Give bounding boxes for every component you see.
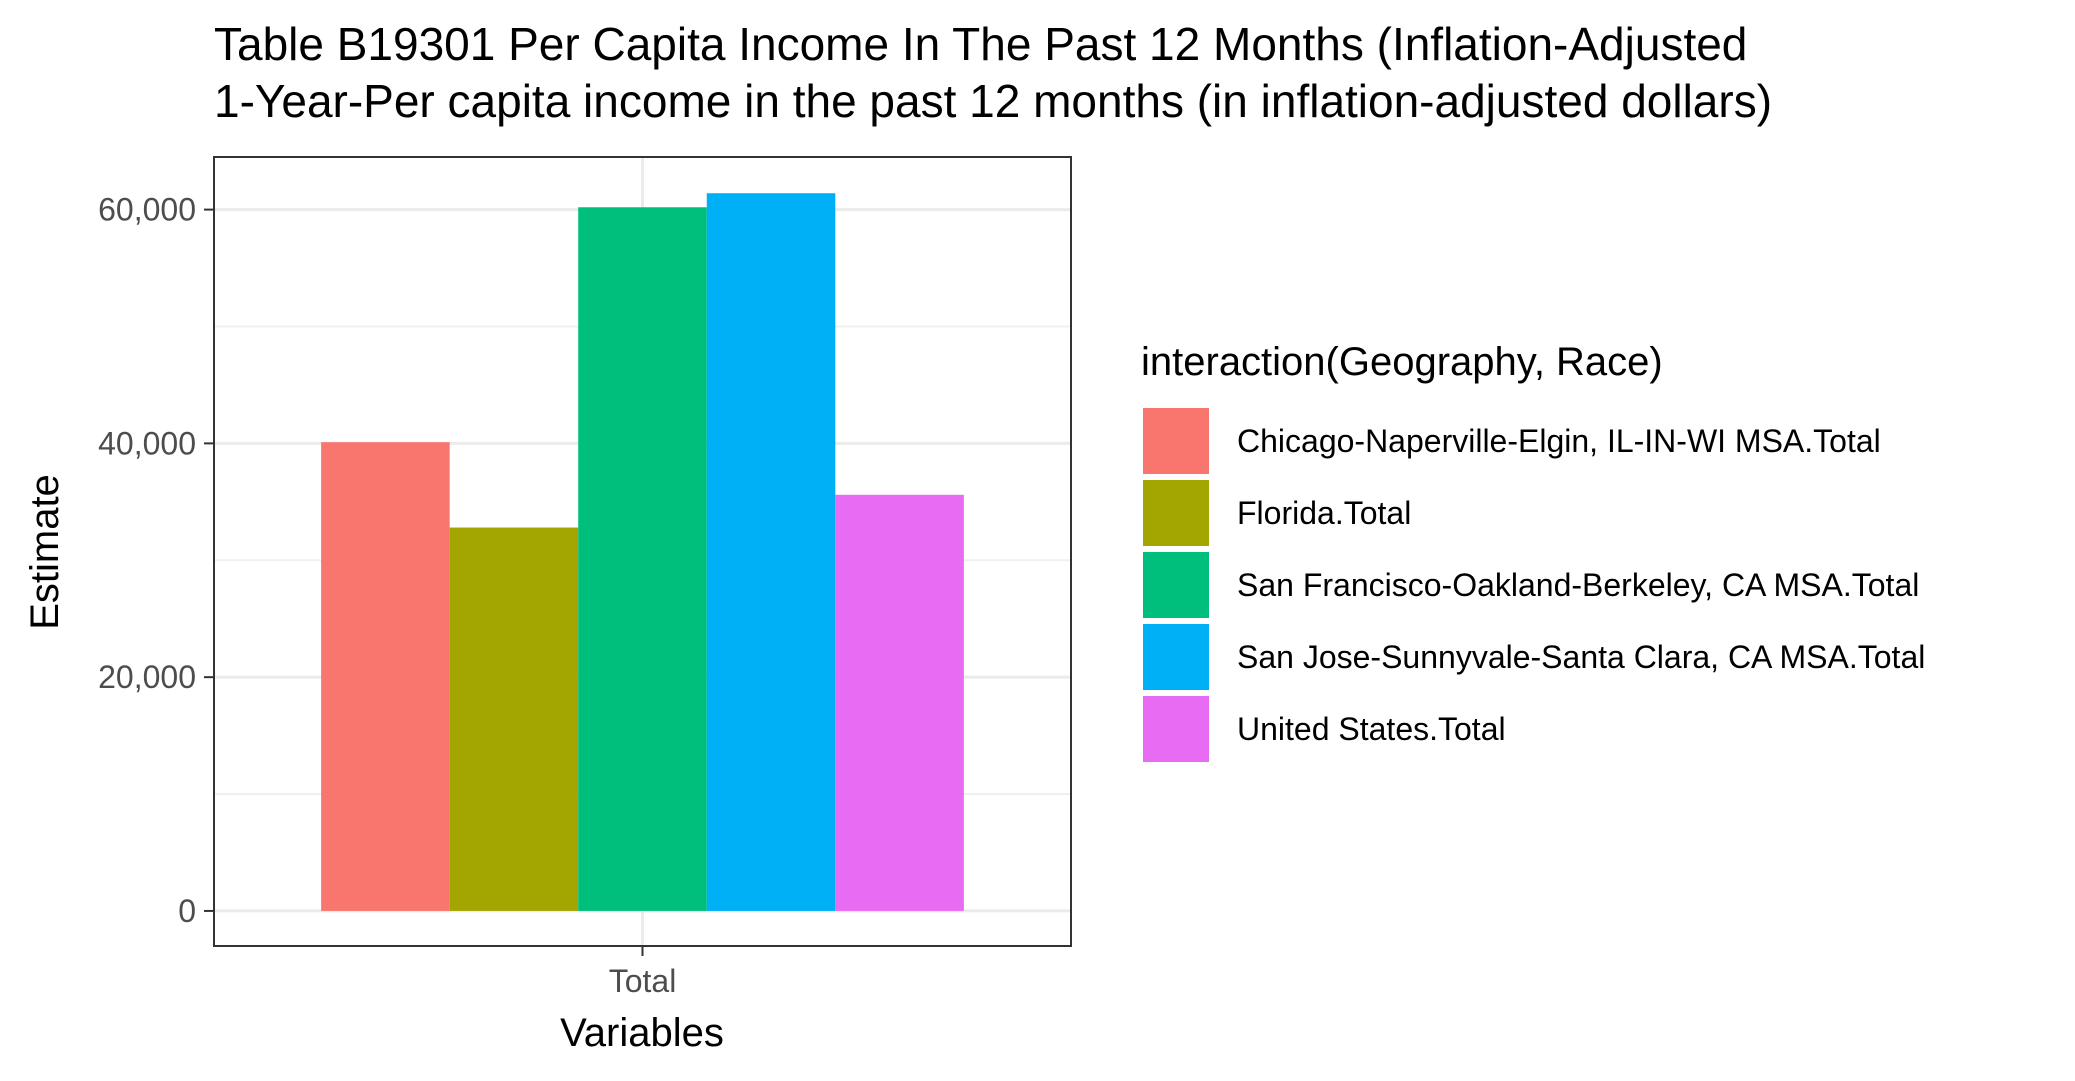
y-tick-label: 60,000 — [98, 192, 196, 228]
legend: interaction(Geography, Race) Chicago-Nap… — [1141, 340, 1925, 762]
chart-title-line-2: 1-Year-Per capita income in the past 12 … — [214, 75, 1772, 127]
legend-title: interaction(Geography, Race) — [1141, 340, 1663, 384]
axes: Total 0 20,000 40,000 60,000 — [98, 192, 676, 999]
y-tick-label: 0 — [178, 893, 196, 929]
bar-group — [321, 193, 964, 911]
legend-label: Florida.Total — [1237, 495, 1411, 531]
y-tick-label: 20,000 — [98, 659, 196, 695]
bar — [578, 207, 707, 911]
legend-key — [1143, 624, 1209, 690]
bar — [449, 527, 579, 911]
legend-key — [1143, 480, 1209, 546]
legend-label: San Francisco-Oakland-Berkeley, CA MSA.T… — [1237, 567, 1919, 603]
x-tick-label: Total — [609, 963, 677, 999]
legend-label: Chicago-Naperville-Elgin, IL-IN-WI MSA.T… — [1237, 423, 1881, 459]
bar — [321, 442, 450, 911]
legend-key — [1143, 408, 1209, 474]
chart-title: Table B19301 Per Capita Income In The Pa… — [214, 18, 1772, 127]
chart-title-line-1: Table B19301 Per Capita Income In The Pa… — [214, 18, 1747, 70]
bar — [835, 494, 964, 911]
x-axis-title: Variables — [560, 1011, 724, 1055]
legend-label: San Jose-Sunnyvale-Santa Clara, CA MSA.T… — [1237, 639, 1925, 675]
legend-label: United States.Total — [1237, 711, 1506, 747]
legend-key — [1143, 552, 1209, 618]
legend-key — [1143, 696, 1209, 762]
y-tick-label: 40,000 — [98, 425, 196, 461]
bar — [706, 193, 836, 911]
y-axis-title: Estimate — [23, 474, 67, 630]
